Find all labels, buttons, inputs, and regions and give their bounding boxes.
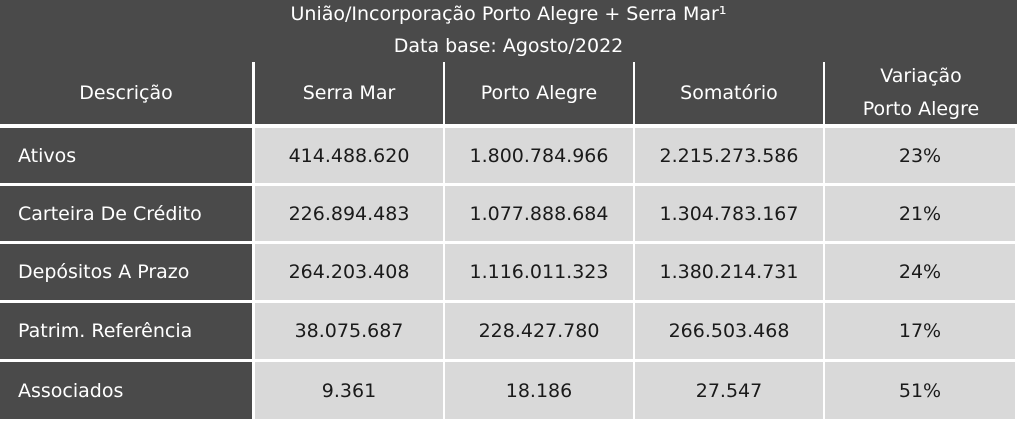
cell-value: 2.215.273.586 [659,144,799,167]
cell-value: 1.380.214.731 [659,261,799,283]
header-descricao: Descrição [0,62,252,124]
cell-value: 24% [898,261,942,283]
header-variacao-line-1: Variação [880,65,962,87]
cell-somatorio: 2.215.273.586 [635,128,823,183]
cell-value: 18.186 [505,379,573,402]
cell-variacao: 24% [825,244,1015,300]
cell-value: 38.075.687 [294,320,404,342]
cell-value: 228.427.780 [478,320,600,342]
cell-value: 17% [898,320,942,342]
title-line-1: União/Incorporação Porto Alegre + Serra … [290,3,727,25]
header-serra-mar: Serra Mar [255,62,443,124]
cell-value: 21% [898,202,942,225]
cell-serra-mar: 226.894.483 [255,186,443,241]
row-label-ativos: Ativos [0,128,252,183]
cell-variacao: 23% [825,128,1015,183]
cell-value: 264.203.408 [288,261,410,283]
header-somatorio: Somatório [635,62,823,124]
cell-serra-mar: 264.203.408 [255,244,443,300]
cell-porto-alegre: 228.427.780 [445,303,633,359]
header-descricao-label: Descrição [79,81,173,104]
cell-variacao: 21% [825,186,1015,241]
header-somatorio-label: Somatório [680,81,778,104]
cell-value: 1.116.011.323 [469,261,609,283]
cell-variacao: 17% [825,303,1015,359]
cell-variacao: 51% [825,362,1015,419]
cell-somatorio: 27.547 [635,362,823,419]
title-line-2: Data base: Agosto/2022 [393,35,624,57]
cell-value: 23% [898,144,942,167]
header-serra-mar-label: Serra Mar [302,81,396,104]
cell-value: 226.894.483 [288,202,410,225]
table-title: União/Incorporação Porto Alegre + Serra … [0,0,1017,62]
header-variacao: Variação Porto Alegre [825,62,1017,124]
row-label-associados: Associados [0,362,252,419]
row-label-text: Patrim. Referência [18,320,193,342]
cell-value: 266.503.468 [668,320,790,342]
cell-value: 51% [898,379,942,402]
cell-serra-mar: 9.361 [255,362,443,419]
row-label-text: Carteira De Crédito [18,202,202,225]
header-variacao-line-2: Porto Alegre [862,98,980,120]
cell-somatorio: 1.380.214.731 [635,244,823,300]
row-label-carteira-de-credito: Carteira De Crédito [0,186,252,241]
cell-value: 1.077.888.684 [469,202,609,225]
row-label-text: Associados [18,379,124,402]
cell-value: 1.304.783.167 [659,202,799,225]
cell-porto-alegre: 1.077.888.684 [445,186,633,241]
cell-porto-alegre: 1.116.011.323 [445,244,633,300]
header-porto-alegre: Porto Alegre [445,62,633,124]
cell-serra-mar: 38.075.687 [255,303,443,359]
cell-value: 9.361 [321,379,377,402]
cell-value: 27.547 [695,379,763,402]
row-label-text: Depósitos A Prazo [18,261,190,283]
row-label-depositos-a-prazo: Depósitos A Prazo [0,244,252,300]
row-label-patrim-referencia: Patrim. Referência [0,303,252,359]
header-porto-alegre-label: Porto Alegre [480,81,598,104]
cell-value: 414.488.620 [288,144,410,167]
cell-somatorio: 1.304.783.167 [635,186,823,241]
row-label-text: Ativos [18,144,77,167]
cell-somatorio: 266.503.468 [635,303,823,359]
cell-porto-alegre: 1.800.784.966 [445,128,633,183]
cell-value: 1.800.784.966 [469,144,609,167]
cell-porto-alegre: 18.186 [445,362,633,419]
cell-serra-mar: 414.488.620 [255,128,443,183]
